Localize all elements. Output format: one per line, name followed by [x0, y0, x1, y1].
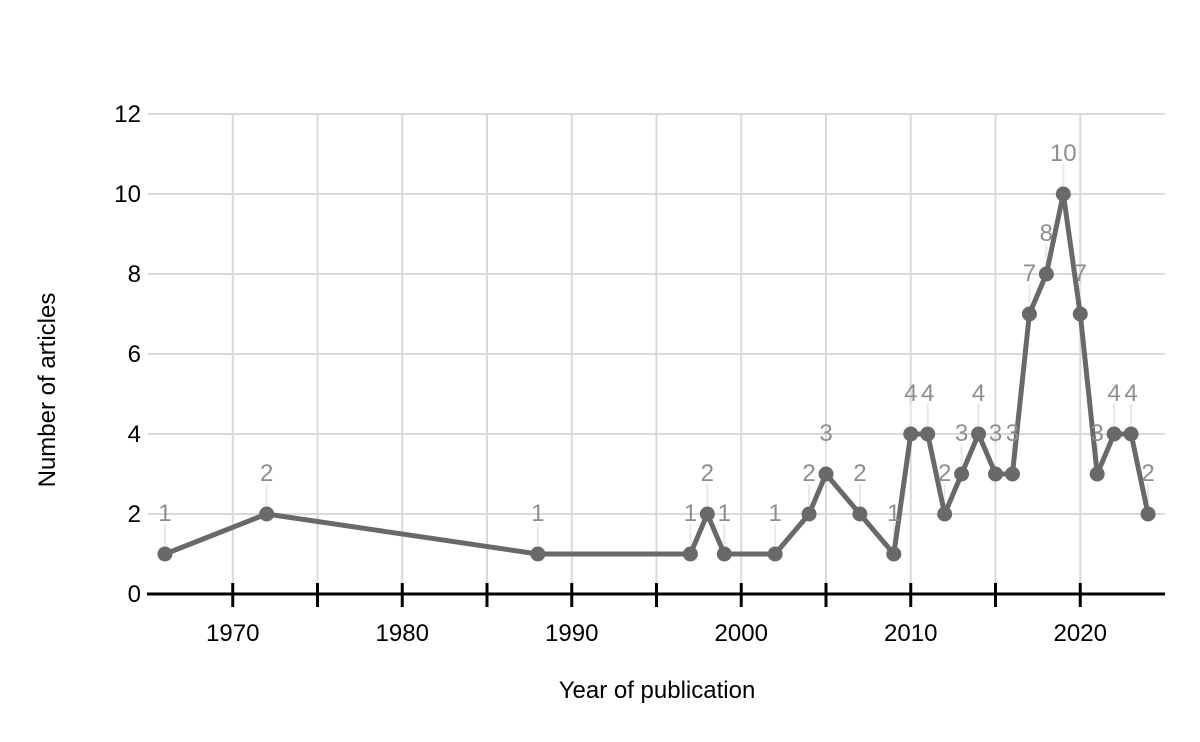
- y-tick-label: 2: [128, 501, 141, 528]
- y-axis-title: Number of articles: [34, 292, 61, 488]
- data-point: [886, 546, 902, 562]
- data-point-label: 2: [701, 460, 714, 487]
- data-point: [1021, 306, 1037, 322]
- data-point: [818, 466, 834, 482]
- data-point-label: 4: [921, 380, 934, 407]
- data-point-label: 3: [819, 420, 832, 447]
- data-point-label: 1: [684, 500, 697, 527]
- data-point: [157, 546, 173, 562]
- data-point: [801, 506, 817, 522]
- y-tick-label: 12: [114, 101, 141, 128]
- data-point: [971, 426, 987, 442]
- data-point-label: 2: [802, 460, 815, 487]
- data-point-label: 1: [887, 500, 900, 527]
- data-point-label: 3: [1091, 420, 1104, 447]
- data-point: [1004, 466, 1020, 482]
- data-point-label: 2: [1141, 460, 1154, 487]
- data-point-label: 1: [158, 500, 171, 527]
- y-tick-label: 10: [114, 181, 141, 208]
- data-point: [1055, 186, 1071, 202]
- data-point: [716, 546, 732, 562]
- data-point-label: 1: [768, 500, 781, 527]
- data-point-label: 4: [904, 380, 917, 407]
- data-point-label: 3: [989, 420, 1002, 447]
- data-point: [699, 506, 715, 522]
- data-point: [767, 546, 783, 562]
- y-tick-label: 4: [128, 421, 141, 448]
- data-point: [1140, 506, 1156, 522]
- data-point: [937, 506, 953, 522]
- data-point: [903, 426, 919, 442]
- x-tick-label: 1990: [545, 620, 598, 647]
- data-point-label: 4: [972, 380, 985, 407]
- data-point: [530, 546, 546, 562]
- data-point: [852, 506, 868, 522]
- data-point-label: 2: [938, 460, 951, 487]
- x-axis-title: Year of publication: [558, 677, 756, 704]
- data-point: [1089, 466, 1105, 482]
- data-point: [1106, 426, 1122, 442]
- data-point-label: 1: [531, 500, 544, 527]
- x-tick-label: 2010: [884, 620, 937, 647]
- data-point: [1038, 266, 1054, 282]
- data-point-label: 1: [718, 500, 731, 527]
- data-point-label: 2: [853, 460, 866, 487]
- data-point-label: 4: [1124, 380, 1137, 407]
- data-point: [682, 546, 698, 562]
- data-point-label: 7: [1023, 260, 1036, 287]
- data-point-label: 3: [1006, 420, 1019, 447]
- x-tick-label: 1970: [206, 620, 259, 647]
- data-point: [1123, 426, 1139, 442]
- data-point: [988, 466, 1003, 482]
- data-point-label: 4: [1107, 380, 1120, 407]
- data-point: [920, 426, 936, 442]
- data-point-label: 10: [1050, 140, 1077, 167]
- data-point-label: 3: [955, 420, 968, 447]
- data-point-label: 7: [1074, 260, 1087, 287]
- x-tick-label: 2000: [715, 620, 768, 647]
- y-tick-label: 6: [128, 341, 141, 368]
- data-point-label: 2: [260, 460, 273, 487]
- x-tick-label: 2020: [1054, 620, 1107, 647]
- data-point-label: 8: [1040, 220, 1053, 247]
- data-point: [259, 506, 275, 522]
- y-tick-label: 8: [128, 261, 141, 288]
- x-tick-label: 1980: [376, 620, 429, 647]
- data-point: [1072, 306, 1088, 322]
- y-tick-label: 0: [128, 581, 141, 608]
- data-point: [954, 466, 970, 482]
